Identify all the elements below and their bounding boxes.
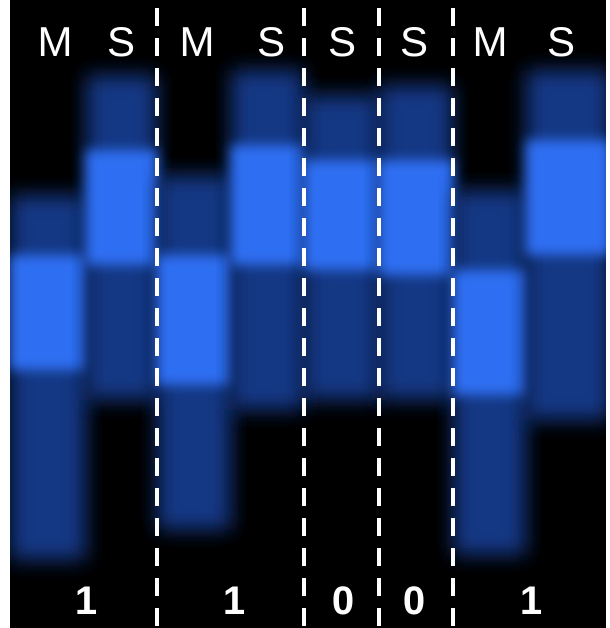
band (10, 255, 86, 370)
band (231, 145, 304, 265)
symbol-label: S (257, 18, 285, 65)
bit-label: 1 (223, 579, 245, 623)
band (379, 160, 453, 275)
symbol-label: S (547, 18, 575, 65)
figure: M S M S S S M S 1 1 0 0 1 (0, 0, 610, 628)
band (304, 160, 379, 270)
bit-label: 0 (332, 579, 354, 623)
bit-label: 0 (403, 579, 425, 623)
band (86, 150, 157, 265)
symbol-label: M (38, 18, 73, 65)
bit-label: 1 (520, 579, 542, 623)
symbol-label: M (180, 18, 215, 65)
symbol-label: M (473, 18, 508, 65)
band (526, 140, 610, 255)
band (10, 195, 86, 560)
symbol-label: S (400, 18, 428, 65)
symbol-label: S (328, 18, 356, 65)
band (453, 270, 526, 395)
symbol-label: S (107, 18, 135, 65)
band (157, 255, 231, 385)
bit-label: 1 (75, 579, 97, 623)
